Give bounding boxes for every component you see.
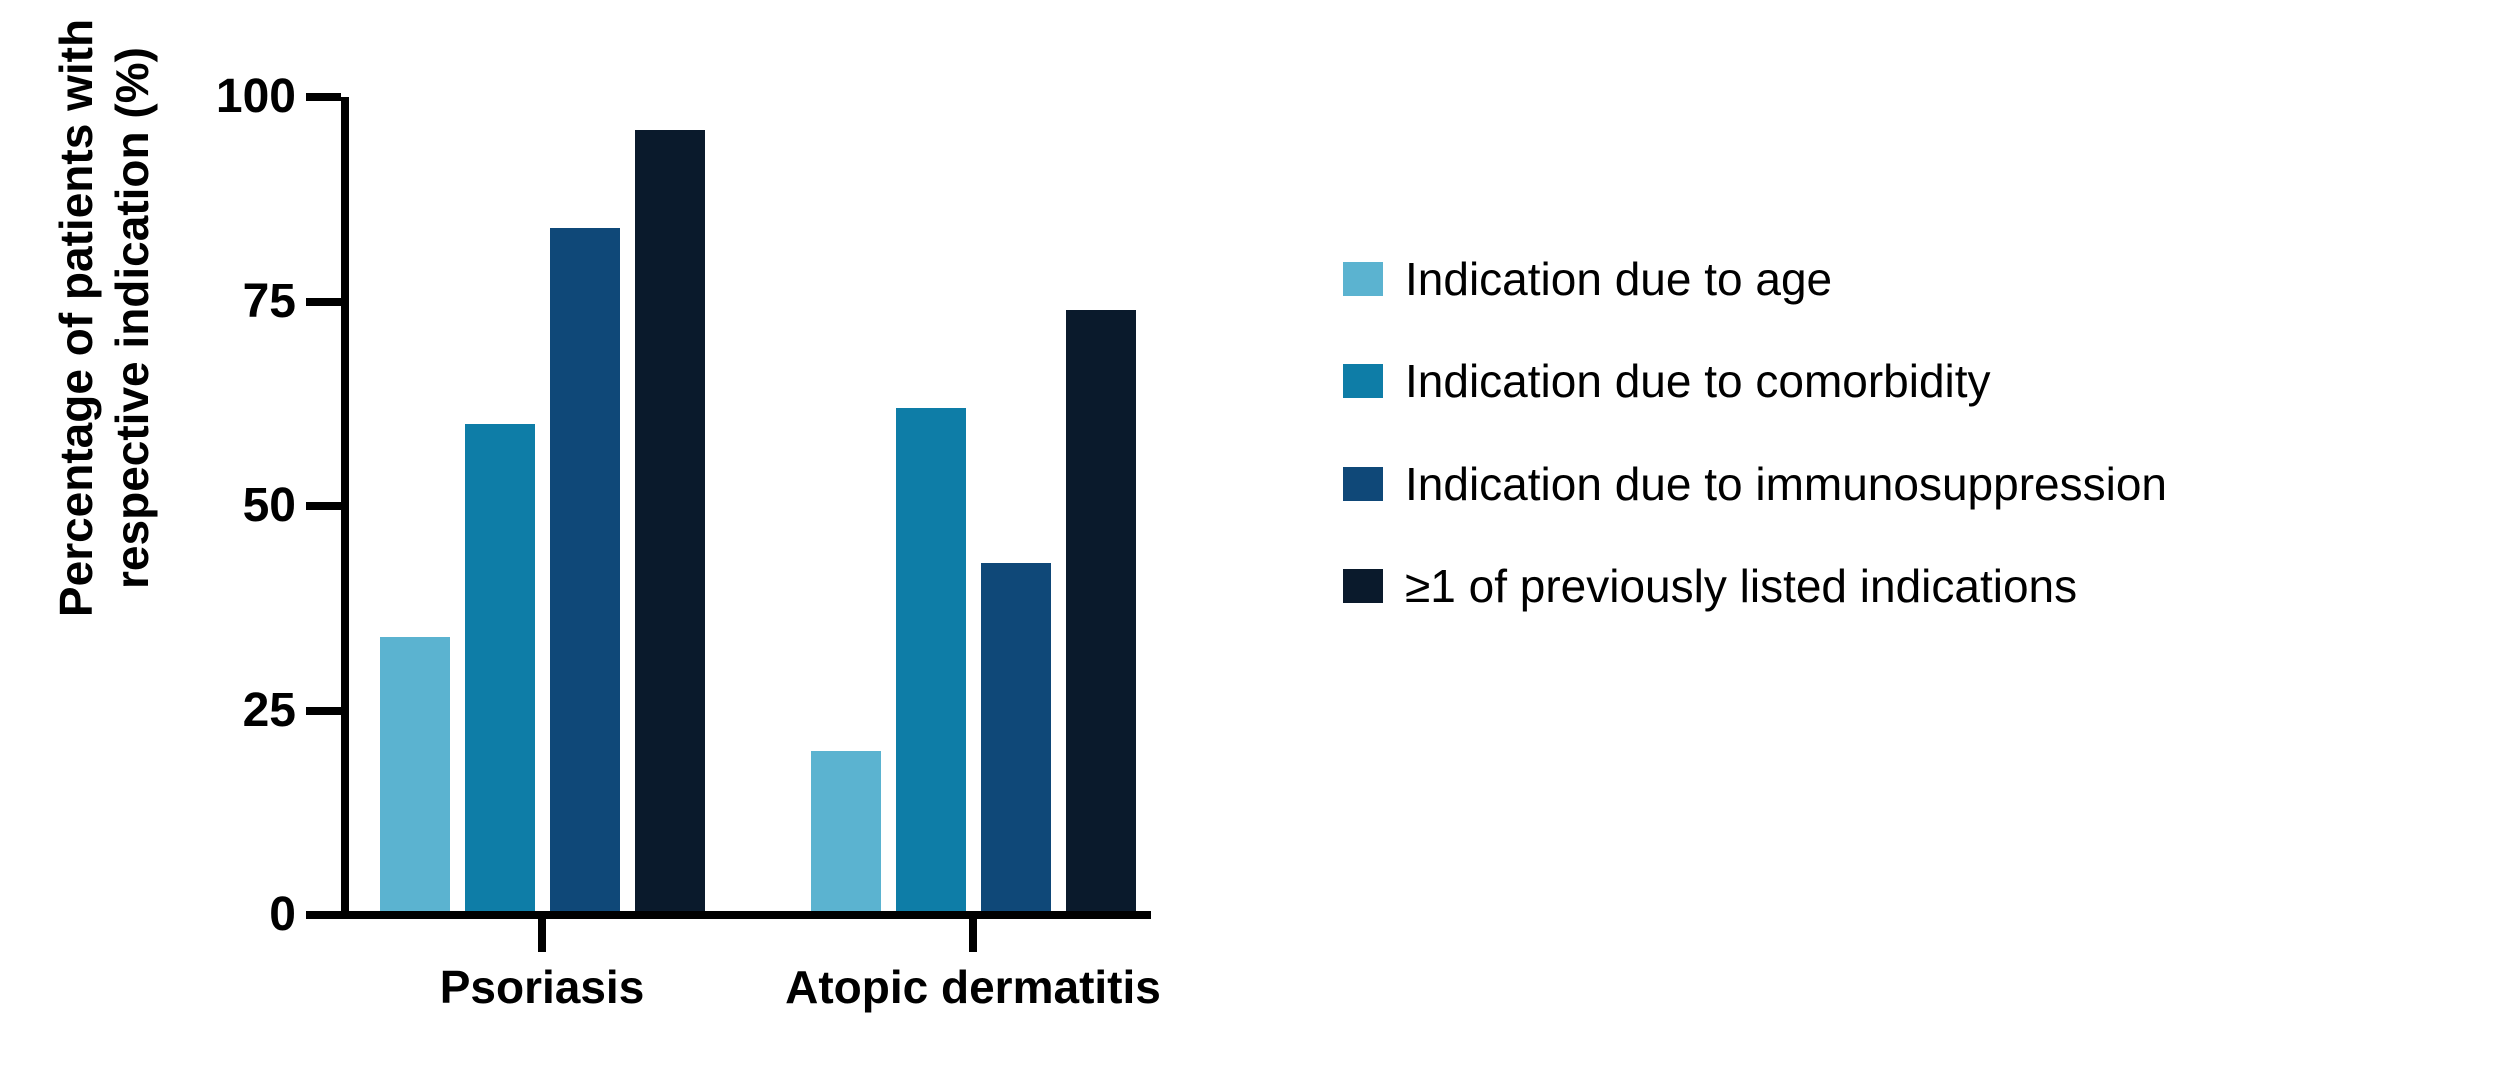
y-tick-label-25: 25 <box>242 683 296 737</box>
bar-psoriasis-indication-due-to-age <box>379 636 450 917</box>
legend-swatch-indication-due-to-immunosuppression <box>1343 467 1383 501</box>
legend-label-1-of-previously-listed-indications: ≥1 of previously listed indications <box>1405 560 2078 612</box>
y-axis-line <box>341 97 349 919</box>
legend-label-indication-due-to-immunosuppression: Indication due to immunosuppression <box>1405 458 2168 510</box>
x-category-label-psoriasis: Psoriasis <box>439 961 645 1013</box>
legend-swatch-1-of-previously-listed-indications <box>1343 569 1383 603</box>
y-tick-label-100: 100 <box>215 70 296 123</box>
legend-row-indication-due-to-comorbidity: Indication due to comorbidity <box>1343 358 1991 404</box>
bar-psoriasis-indication-due-to-immunosuppression <box>549 227 620 917</box>
bar-atopic-dermatitis-indication-due-to-immunosuppression <box>980 563 1051 917</box>
y-tick-label-0: 0 <box>269 888 296 941</box>
bar-atopic-dermatitis-indication-due-to-comorbidity <box>895 407 966 917</box>
bar-atopic-dermatitis-1-of-previously-listed-indications <box>1065 309 1136 917</box>
legend-row-indication-due-to-age: Indication due to age <box>1343 256 1832 302</box>
legend-label-indication-due-to-age: Indication due to age <box>1405 253 1833 305</box>
legend-row-1-of-previously-listed-indications: ≥1 of previously listed indications <box>1343 563 2077 609</box>
bar-psoriasis-indication-due-to-comorbidity <box>464 424 535 917</box>
legend-swatch-indication-due-to-age <box>1343 262 1383 296</box>
x-category-label-atopic-dermatitis: Atopic dermatitis <box>785 961 1161 1013</box>
x-tick-psoriasis <box>538 919 546 952</box>
x-axis-line <box>341 911 1151 919</box>
y-tick-25 <box>306 706 341 715</box>
legend-row-indication-due-to-immunosuppression: Indication due to immunosuppression <box>1343 461 2167 507</box>
y-tick-label-50: 50 <box>242 479 296 532</box>
legend-swatch-indication-due-to-comorbidity <box>1343 364 1383 398</box>
y-tick-0 <box>306 911 341 919</box>
y-tick-50 <box>306 502 341 510</box>
legend-label-indication-due-to-comorbidity: Indication due to comorbidity <box>1405 355 1991 407</box>
bar-atopic-dermatitis-indication-due-to-age <box>810 751 881 917</box>
y-tick-100 <box>306 93 341 101</box>
y-tick-75 <box>306 297 341 306</box>
x-tick-atopic-dermatitis <box>969 919 977 952</box>
bar-psoriasis-1-of-previously-listed-indications <box>634 129 705 917</box>
y-axis-title-line1: Percentage of patients with <box>49 18 102 618</box>
y-tick-label-75: 75 <box>242 274 296 328</box>
